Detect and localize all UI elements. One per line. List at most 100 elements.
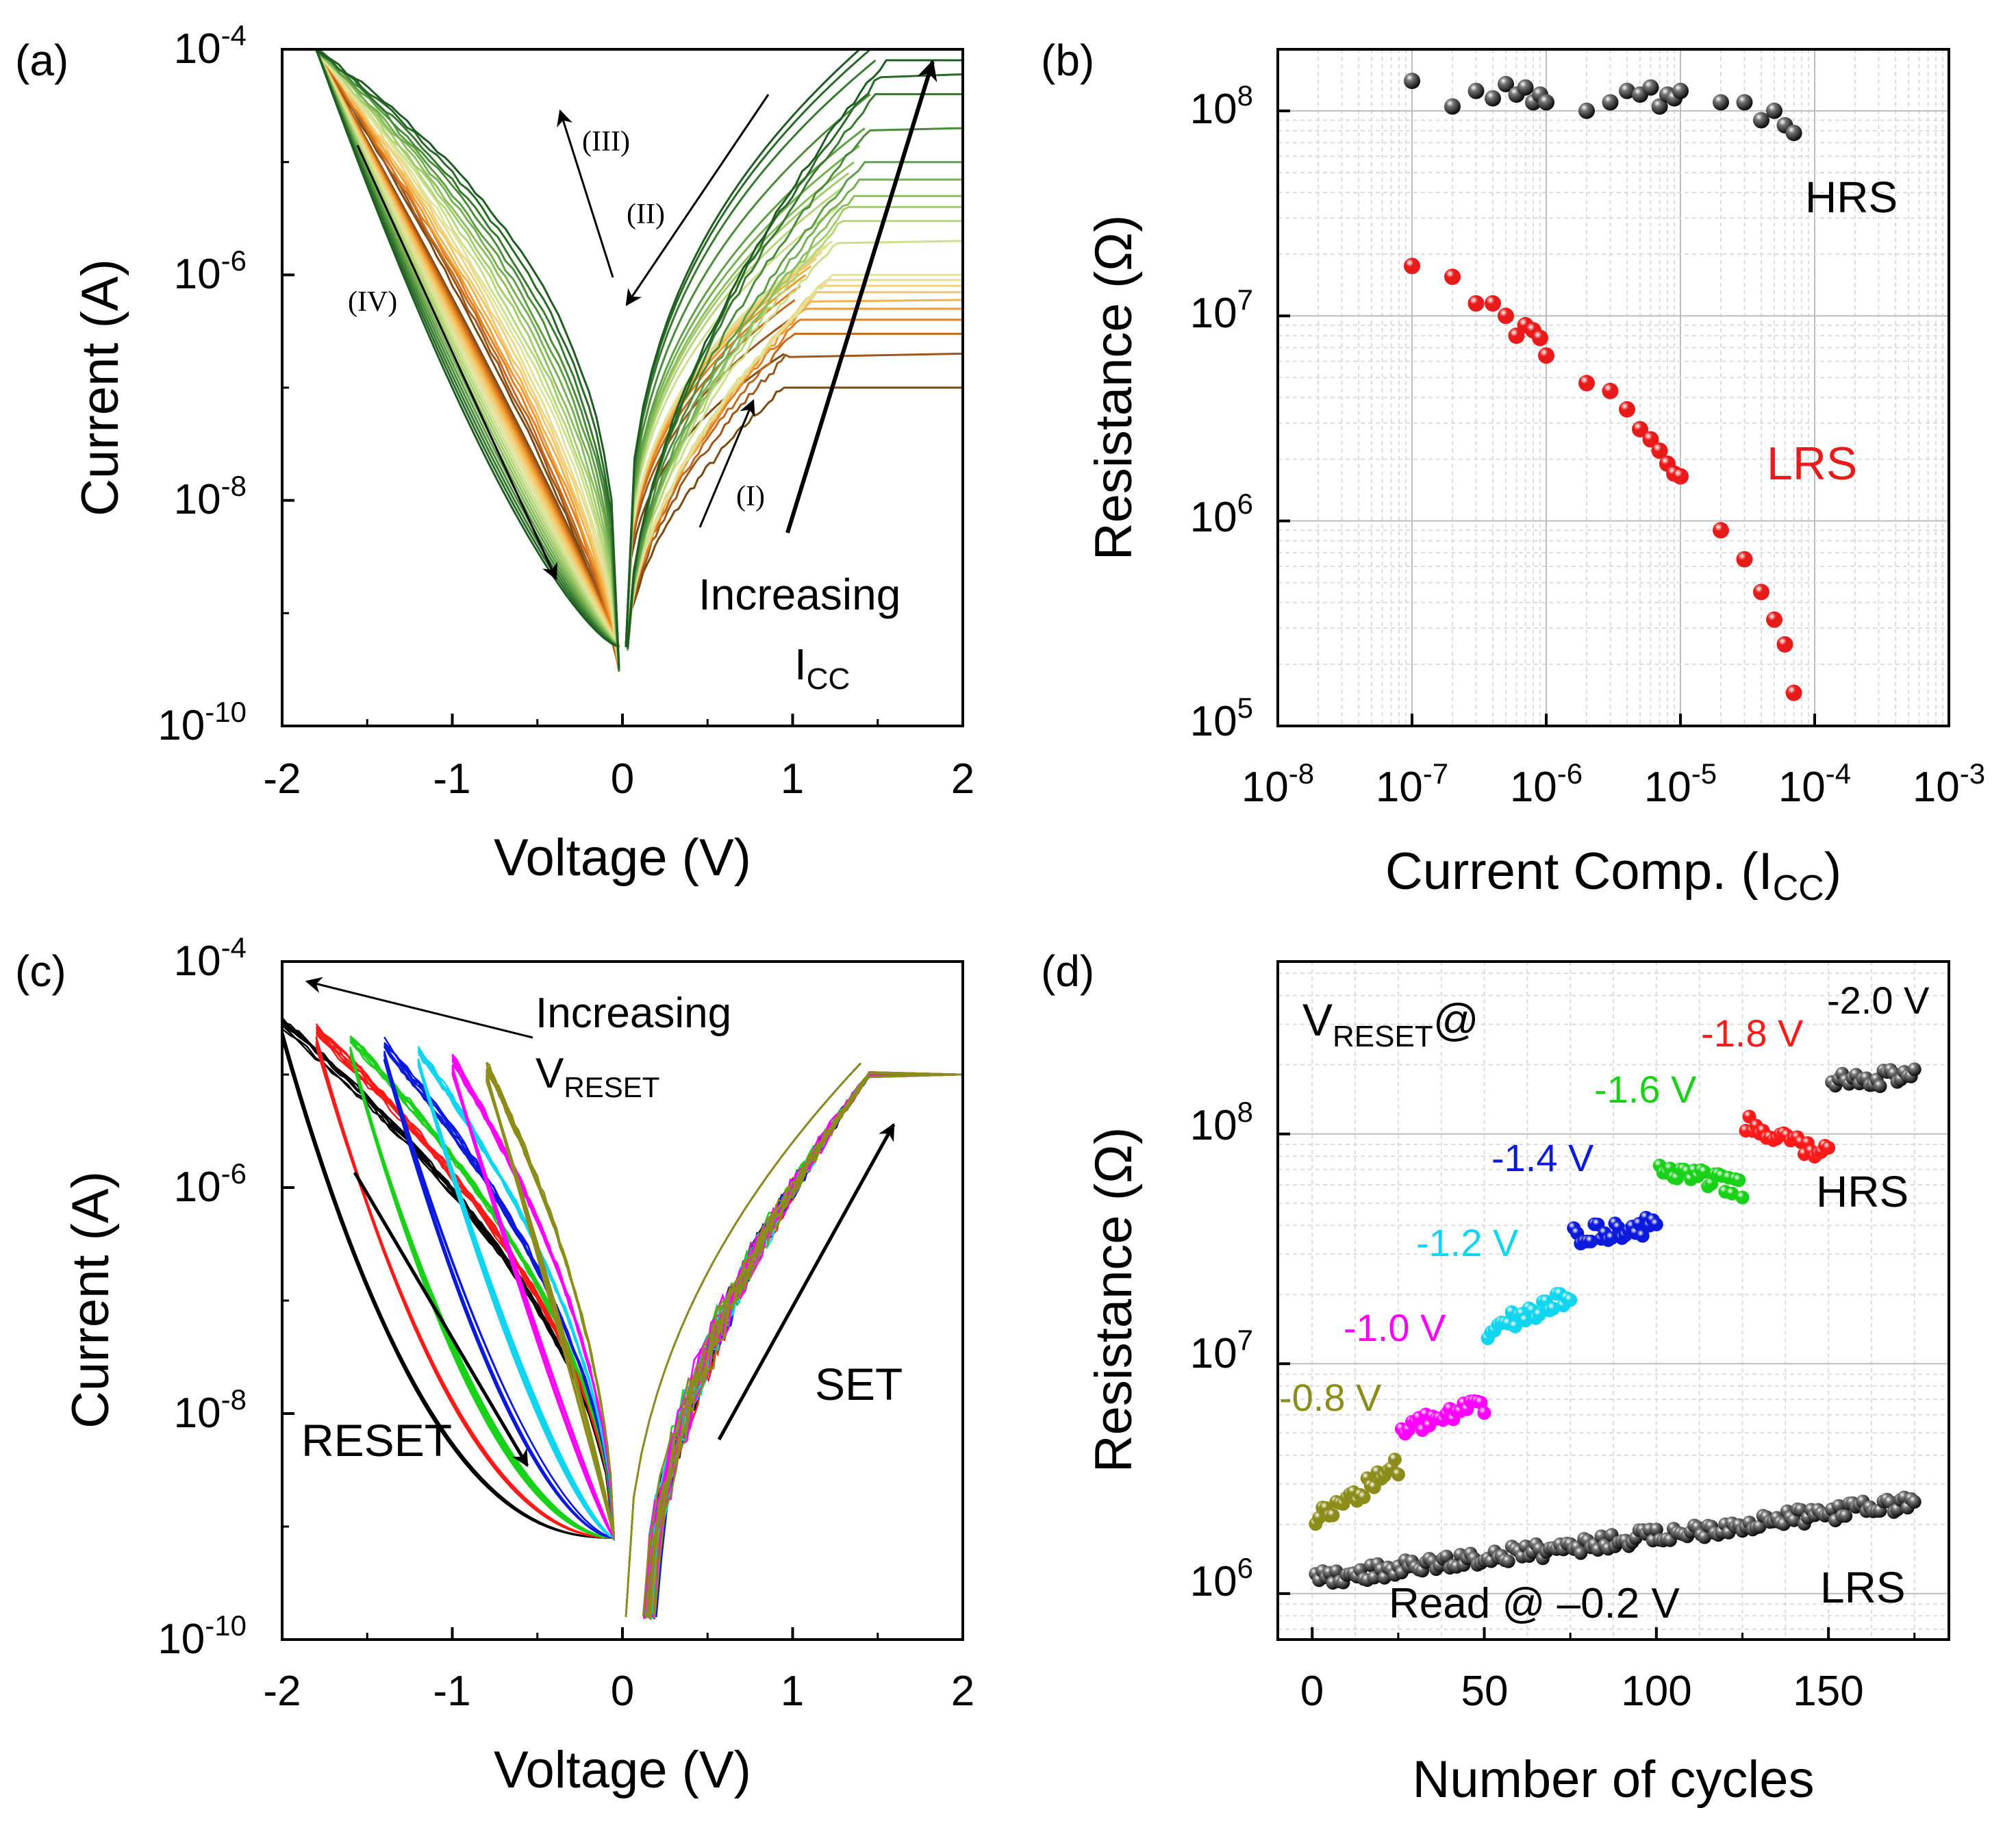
arrow-increasing-vreset (305, 977, 533, 1039)
iv-curve-set (648, 1073, 963, 1616)
hrs-point (1642, 79, 1659, 96)
iv-curve-set (651, 1071, 963, 1615)
y-tick-label: 105 (1190, 692, 1253, 745)
iv-curve-reset-return (315, 49, 620, 648)
panel-c-y-axis-label: Current (A) (62, 1171, 120, 1429)
lrs-point (1752, 1520, 1767, 1534)
lrs-point (1632, 421, 1648, 438)
iv-curve-reset-return (315, 49, 620, 648)
hrs-point (1635, 1229, 1650, 1243)
lrs-point (1785, 684, 1802, 701)
lrs-point (1642, 431, 1659, 448)
iv-curve-reset-return (315, 49, 620, 648)
x-tick-label: 1 (781, 755, 804, 803)
x-tick-label: -1 (433, 755, 470, 803)
iv-curve-set (627, 220, 963, 645)
hrs-point (1477, 1406, 1491, 1420)
hrs-point (1713, 94, 1729, 111)
iv-curve-set (645, 1073, 963, 1617)
hrs-point (1518, 1314, 1533, 1328)
x-tick-label: 100 (1621, 1668, 1691, 1715)
hrs-point (1736, 94, 1753, 111)
iv-curve-reset-return (417, 1059, 615, 1539)
x-tick-label: 10-5 (1644, 757, 1717, 811)
hrs-point (1498, 75, 1514, 92)
label-i: (I) (736, 481, 765, 512)
lrs-point (1839, 1509, 1853, 1523)
iv-curve-set-return (625, 1062, 861, 1618)
hrs-point (1508, 1319, 1522, 1333)
iv-curve-set (647, 1073, 963, 1618)
panel-d-x-axis-label: Number of cycles (1412, 1751, 1814, 1809)
iv-curve-reset-return (451, 1072, 615, 1539)
lrs-point (1619, 401, 1635, 418)
iv-curve-set (646, 1072, 963, 1616)
x-tick-label: 150 (1793, 1668, 1863, 1715)
iv-curve-set (627, 73, 963, 645)
iv-curve-return (625, 49, 861, 647)
y-tick-label: 10-8 (174, 470, 247, 523)
iv-curve-set (651, 1072, 963, 1615)
panel-d-annotations: VRESET@ -0.8 V -1.0 V -1.2 V -1.4 V -1.6… (1279, 979, 1930, 1627)
group-label: -0.8 V (1279, 1376, 1382, 1419)
x-tick-label: 0 (1300, 1668, 1324, 1715)
label-hrs: HRS (1816, 1167, 1908, 1216)
iv-curve-return (625, 49, 872, 647)
group-label: -1.6 V (1594, 1068, 1697, 1111)
hrs-point (1563, 1293, 1578, 1307)
iv-curve-set (643, 1073, 963, 1618)
label-lrs: LRS (1820, 1563, 1906, 1612)
lrs-point (1651, 442, 1668, 460)
lrs-point (1672, 468, 1689, 485)
panel-c: (c) 10-4 10-6 10-8 10-10 -2 -1 0 1 2 Vol… (15, 931, 974, 1799)
iv-curve-reset (315, 49, 620, 673)
iv-curve-set (644, 1073, 963, 1616)
y-tick-label: 10-6 (174, 244, 247, 298)
iv-curve-reset-return (451, 1069, 615, 1539)
hrs-point (1326, 1508, 1340, 1522)
iv-curve-reset (282, 1028, 615, 1537)
panel-c-series (282, 1017, 963, 1620)
iv-curve-reset-return (315, 49, 620, 649)
label-lrs: LRS (1767, 438, 1857, 490)
hrs-point (1753, 112, 1769, 129)
panel-c-y-tick-labels: 10-4 10-6 10-8 10-10 (158, 931, 247, 1663)
panel-b-points (1404, 73, 1802, 701)
iv-curve-set (647, 1072, 963, 1618)
iv-curve-reset (315, 49, 620, 669)
hrs-point (1785, 125, 1802, 142)
lrs-point (1501, 1554, 1515, 1568)
lrs-point (1602, 382, 1619, 399)
group-label: -1.4 V (1491, 1136, 1594, 1179)
hrs-point (1672, 82, 1689, 99)
iv-curve-return (625, 93, 871, 647)
iv-curve-set (648, 1073, 963, 1616)
lrs-point (1538, 347, 1554, 364)
iv-curve-set (651, 1073, 963, 1615)
panel-d-y-tick-labels: 108 107 106 (1190, 1096, 1253, 1605)
lrs-point (1485, 295, 1501, 312)
iv-curve-reset-return (383, 1059, 614, 1539)
label-increasing: Increasing (698, 570, 900, 619)
iv-curve-reset (451, 1057, 615, 1535)
y-tick-label: 10-6 (174, 1157, 247, 1211)
panel-b-frame (1276, 48, 1950, 727)
iv-curve-set (642, 1071, 963, 1617)
iv-curve-reset-return (383, 1059, 614, 1539)
arrow-ii (625, 94, 770, 306)
iv-curve-reset (417, 1050, 615, 1541)
y-tick-label: 10-10 (158, 696, 247, 749)
panel-b-gridlines (1277, 49, 1949, 727)
lrs-point (1698, 1530, 1712, 1544)
lrs-point (1404, 258, 1420, 275)
panel-c-x-axis-label: Voltage (V) (494, 1741, 751, 1799)
label-iii: (III) (582, 126, 630, 158)
panel-c-x-tick-labels: -2 -1 0 1 2 (263, 1668, 974, 1715)
iv-curve-reset-return (315, 49, 620, 648)
iv-curve-reset (315, 49, 620, 670)
iv-curve-reset (486, 1065, 615, 1538)
iv-curve-reset-return (417, 1061, 615, 1539)
iv-curve-reset (315, 49, 620, 668)
y-tick-label: 10-8 (174, 1383, 247, 1437)
